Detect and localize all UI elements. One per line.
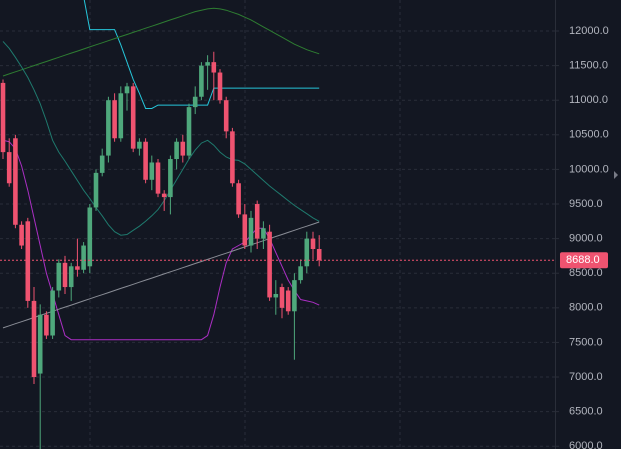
y-tick-label: 11500.0 [569, 60, 608, 72]
candle-body [99, 155, 105, 173]
candle-body [62, 262, 68, 288]
last-price-label: 8688.0 [566, 254, 600, 266]
candle-body [223, 100, 229, 132]
y-tick-label: 11000.0 [569, 94, 608, 106]
y-tick-label: 10000.0 [569, 163, 609, 175]
plot-area [0, 0, 555, 449]
candle-body [211, 62, 217, 73]
last-price-box [560, 252, 608, 269]
candle-body [106, 100, 111, 156]
candle-body [93, 172, 99, 208]
candle-body [168, 159, 173, 198]
candle-body [124, 86, 130, 94]
candle-body [25, 221, 31, 301]
candle-body [192, 96, 198, 108]
candle-body [248, 217, 254, 246]
candle-body [161, 193, 167, 198]
y-tick-label: 12000.0 [569, 25, 609, 37]
candle-body [273, 293, 279, 298]
candle-body [87, 207, 93, 267]
candle-body [75, 266, 80, 270]
candle-body [261, 228, 266, 239]
candle-body [130, 86, 136, 149]
indicator-line [2, 221, 320, 329]
y-tick-label: 6000.0 [569, 440, 603, 449]
candle-body [44, 314, 49, 336]
y-tick-label: 8500.0 [569, 267, 603, 279]
indicator-line [2, 7, 320, 77]
scroll-arrow[interactable] [614, 171, 618, 179]
candle-body [143, 141, 148, 180]
candle-body [6, 152, 12, 184]
candle-body [56, 262, 62, 291]
candle-body [37, 314, 43, 374]
indicator-line [2, 41, 320, 236]
candle-body [242, 214, 248, 246]
candle-body [236, 183, 241, 215]
candle-body [304, 238, 310, 267]
indicator-line [2, 139, 320, 341]
candle-body [13, 138, 18, 225]
candle-body [19, 224, 24, 246]
candle-body [285, 290, 291, 312]
candle-body [0, 82, 6, 153]
candle-body [149, 162, 155, 180]
y-tick-label: 6500.0 [569, 406, 603, 418]
y-tick-label: 9500.0 [569, 198, 603, 210]
y-tick-label: 9000.0 [569, 233, 603, 245]
candle-body [174, 141, 179, 160]
candle-body [155, 162, 161, 194]
candle-body [292, 280, 297, 312]
candle-body [310, 238, 316, 249]
candle-body [279, 287, 285, 308]
candle-body [68, 266, 74, 288]
candle-body [254, 204, 260, 239]
candle-body [81, 245, 86, 270]
candle-body [217, 72, 223, 101]
candle-body [112, 100, 117, 139]
candle-body [199, 65, 204, 97]
y-tick-label: 10500.0 [569, 129, 609, 141]
indicator-line [83, 0, 320, 109]
y-tick-label: 7500.0 [569, 336, 603, 348]
candle-body [230, 131, 235, 184]
candle-body [137, 141, 142, 149]
candle-body [298, 266, 303, 281]
candle-body [316, 248, 322, 261]
candle-body [31, 300, 37, 378]
candle-body [50, 290, 55, 336]
candle-body [267, 231, 272, 298]
candle-body [118, 93, 124, 139]
y-tick-label: 8000.0 [569, 302, 603, 314]
y-tick-label: 7000.0 [569, 371, 603, 383]
candle-body [186, 107, 192, 156]
candle-body [180, 141, 186, 156]
candle-body [205, 62, 210, 66]
